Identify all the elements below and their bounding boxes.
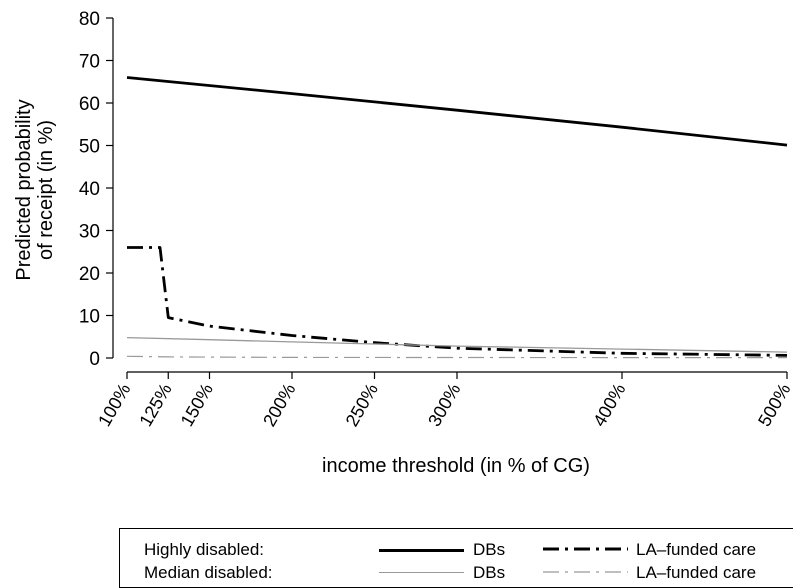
x-axis-label: income threshold (in % of CG) [322,455,590,477]
y-tick-label: 60 [79,94,100,115]
x-tick-label: 250% [342,380,382,430]
y-tick-label: 20 [79,264,100,285]
legend: Highly disabled: DBs LA–funded care Medi… [119,528,793,588]
y-axis-label-line-1: Predicted probability [13,99,35,280]
y-tick-label: 80 [79,9,100,30]
x-tick-label: 500% [754,380,793,430]
x-tick-label: 100% [94,380,134,430]
legend-item-label: LA–funded care [636,540,757,559]
legend-item-label: LA–funded care [636,563,757,582]
series-line-3 [126,336,788,353]
legend-swatch-median-dbs [379,572,464,573]
legend-group-label: Median disabled: [144,563,273,582]
legend-group-label: Highly disabled: [144,540,265,559]
y-axis-label-line-2: of receipt (in %) [35,120,57,260]
series-layer [126,76,788,359]
series-line-1 [126,76,788,147]
y-tick-label: 40 [79,179,100,200]
y-tick-label: 10 [79,307,100,328]
x-tick-label: 125% [135,380,175,430]
series-line-4 [126,355,787,359]
x-tick-label: 400% [589,380,629,430]
x-tick-label: 200% [259,380,299,430]
y-tick-label: 0 [89,349,100,370]
legend-swatch-highly-dbs [379,549,464,552]
legend-item-label: DBs [473,540,506,559]
y-tick-label: 50 [79,137,100,158]
series-line-2 [127,246,788,357]
y-axis: 0 10 20 30 40 50 60 70 80 [79,9,114,370]
x-tick-label: 150% [177,380,217,430]
chart-canvas: 0 10 20 30 40 50 60 70 80 100% 125% 150% 200% 250% 30… [13,9,793,477]
legend-item-label: DBs [473,563,506,582]
y-tick-label: 30 [79,222,100,243]
y-tick-label: 70 [79,52,100,73]
x-axis: 100% 125% 150% 200% 250% 300% 400% 500% [94,371,793,430]
x-tick-label: 300% [424,380,464,430]
